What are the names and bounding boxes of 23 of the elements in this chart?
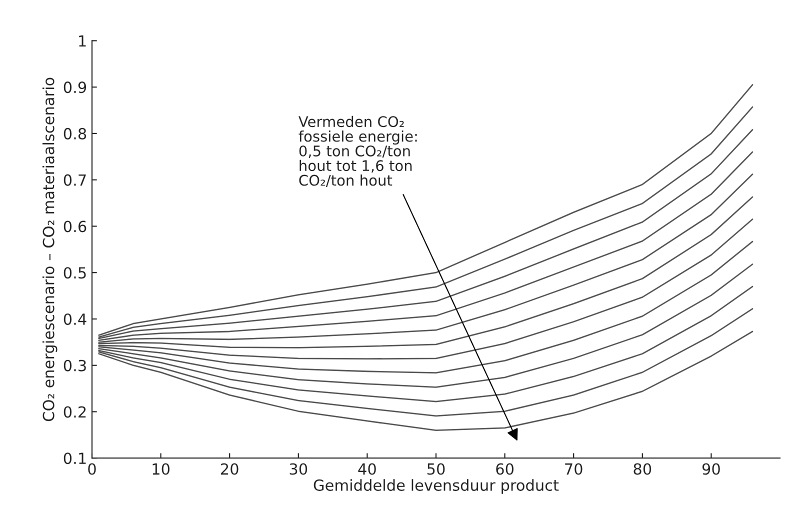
x-tick-label: 70	[565, 463, 582, 475]
x-tick-label: 0	[88, 463, 96, 475]
x-tick-label: 90	[702, 463, 720, 475]
y-tick-label: 0.2	[64, 406, 86, 418]
y-tick-label: 0.9	[64, 82, 86, 94]
x-tick-label: 80	[634, 463, 652, 475]
x-tick-label: 10	[152, 463, 170, 475]
x-tick-label: 60	[496, 463, 514, 475]
x-axis-title: Gemiddelde levensduur product	[314, 479, 559, 494]
y-tick-label: 0.3	[64, 360, 86, 372]
y-tick-label: 0.5	[64, 267, 86, 279]
y-tick-label: 0.6	[64, 220, 86, 232]
y-tick-label: 0.4	[64, 313, 86, 325]
x-tick-label: 40	[358, 463, 376, 475]
y-axis-title: CO₂ energiescenario – CO₂ materiaalscenario	[42, 78, 58, 422]
y-tick-label: 1	[79, 35, 86, 47]
y-tick-label: 0.8	[64, 128, 86, 140]
y-tick-label: 0.1	[64, 452, 86, 464]
annotation: Vermeden CO₂ fossiele energie: 0,5 ton CO₂/ton hout tot 1,6 ton CO₂/ton hout	[298, 116, 417, 187]
x-tick-label: 20	[221, 463, 238, 475]
x-tick-label: 30	[290, 463, 308, 475]
x-tick-label: 50	[427, 463, 445, 475]
y-tick-label: 0.7	[64, 174, 86, 186]
